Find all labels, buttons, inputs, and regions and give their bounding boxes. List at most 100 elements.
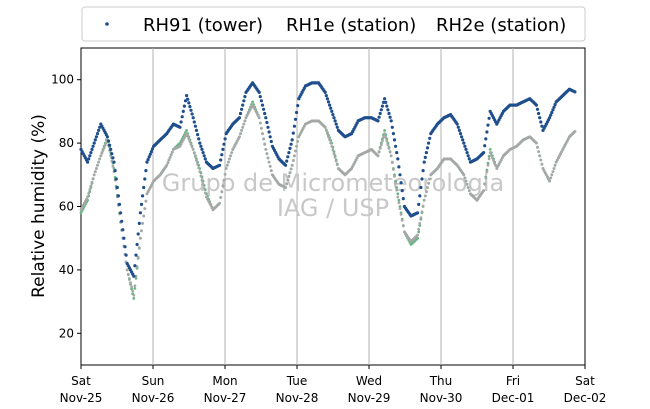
- data-point: [218, 163, 222, 167]
- data-point: [178, 144, 182, 148]
- data-point: [227, 160, 230, 164]
- data-point: [334, 159, 338, 163]
- data-point: [95, 132, 100, 136]
- data-point: [208, 201, 212, 205]
- data-point: [124, 253, 128, 257]
- x-tick-label-day: Fri: [506, 374, 520, 388]
- data-point: [228, 157, 231, 161]
- data-point: [92, 173, 96, 177]
- data-point: [387, 111, 391, 116]
- data-point: [329, 106, 333, 110]
- data-point: [241, 103, 245, 107]
- data-point: [381, 139, 384, 143]
- data-point: [192, 120, 196, 124]
- data-point: [329, 141, 333, 145]
- data-point: [398, 173, 402, 177]
- data-point: [262, 107, 266, 111]
- data-point: [111, 156, 115, 160]
- data-point: [79, 208, 83, 212]
- data-point: [457, 128, 461, 132]
- data-point: [416, 233, 419, 237]
- data-point: [241, 125, 245, 129]
- data-point: [422, 198, 426, 202]
- data-point: [206, 197, 209, 201]
- data-point: [114, 177, 118, 181]
- data-point: [86, 160, 90, 164]
- data-point: [286, 155, 290, 159]
- data-point: [263, 111, 267, 116]
- data-point: [547, 177, 550, 181]
- data-point: [422, 160, 426, 164]
- data-point: [535, 107, 540, 111]
- data-point: [133, 264, 137, 268]
- data-point: [180, 140, 184, 144]
- data-point: [101, 149, 105, 152]
- data-point: [548, 116, 552, 120]
- data-point: [551, 108, 555, 112]
- data-point: [131, 289, 135, 293]
- x-tick-label-date: Nov-27: [204, 391, 247, 405]
- data-point: [455, 122, 459, 126]
- data-point: [196, 133, 200, 137]
- series-2: [79, 103, 577, 297]
- data-point: [323, 125, 327, 129]
- data-point: [234, 141, 238, 145]
- data-point: [254, 110, 258, 113]
- data-point: [258, 121, 262, 125]
- grid-lines: [152, 48, 514, 365]
- data-point: [219, 196, 223, 199]
- data-point: [376, 119, 380, 123]
- data-point: [257, 90, 261, 94]
- data-point: [182, 104, 186, 108]
- data-point: [381, 100, 386, 104]
- data-point: [499, 158, 503, 162]
- data-point: [353, 160, 357, 164]
- data-point: [333, 156, 337, 159]
- data-point: [193, 124, 197, 128]
- data-point: [221, 184, 225, 188]
- data-point: [268, 135, 272, 139]
- data-point: [265, 152, 269, 156]
- data-point: [138, 211, 142, 215]
- data-point: [244, 116, 248, 120]
- data-point: [327, 135, 330, 139]
- data-point: [296, 140, 300, 143]
- data-point: [467, 189, 471, 193]
- data-point: [484, 176, 488, 180]
- data-point: [186, 97, 190, 101]
- data-point: [108, 143, 112, 147]
- data-point: [386, 108, 390, 112]
- data-point: [484, 137, 488, 141]
- data-point: [89, 184, 93, 188]
- watermark-line-1: Grupo de Micrometeorologia: [162, 169, 504, 197]
- data-point: [239, 132, 242, 136]
- data-point: [181, 138, 185, 142]
- data-point: [401, 197, 405, 201]
- data-point: [396, 195, 400, 199]
- data-point: [263, 142, 267, 146]
- data-point: [553, 102, 557, 107]
- data-point: [377, 115, 381, 119]
- data-point: [242, 99, 246, 103]
- data-point: [399, 181, 403, 185]
- data-point: [323, 90, 327, 94]
- data-point: [335, 125, 339, 129]
- data-point: [238, 135, 241, 139]
- data-point: [205, 195, 208, 199]
- data-point: [80, 206, 84, 210]
- data-point: [149, 150, 153, 154]
- data-point: [379, 143, 383, 147]
- data-point: [289, 142, 293, 146]
- data-point: [458, 132, 463, 136]
- data-point: [249, 107, 252, 111]
- data-point: [126, 272, 130, 276]
- data-point: [222, 142, 226, 146]
- data-point: [127, 277, 131, 280]
- data-point: [573, 130, 577, 133]
- data-point: [482, 189, 485, 193]
- x-tick-label-day: Sat: [71, 374, 91, 388]
- x-tick-label-date: Nov-26: [132, 391, 175, 405]
- data-point: [189, 108, 193, 112]
- data-point: [185, 129, 189, 132]
- data-point: [185, 132, 189, 136]
